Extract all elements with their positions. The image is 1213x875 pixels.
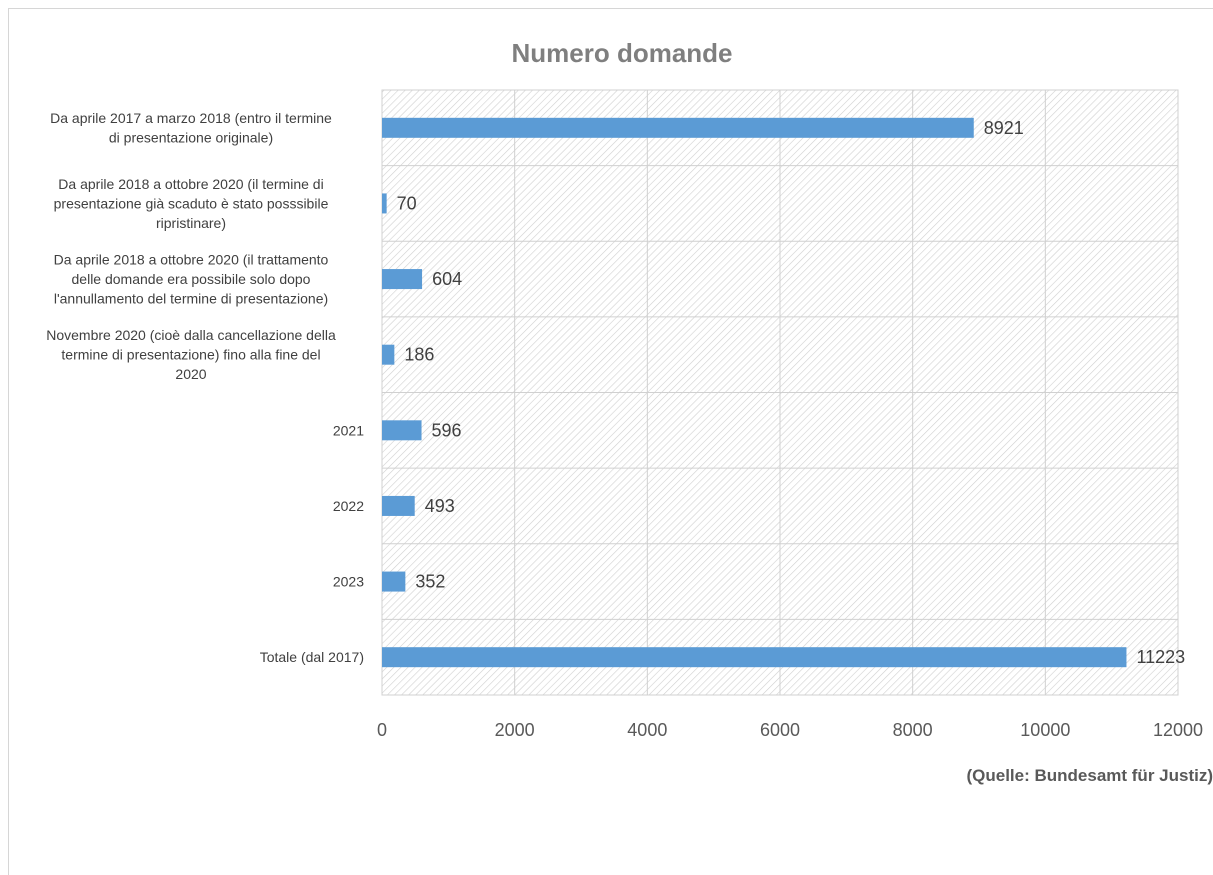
category-label: 2022 — [333, 498, 364, 514]
category-label-line: delle domande era possibile solo dopo — [72, 271, 311, 287]
bar — [382, 420, 422, 440]
x-tick-label: 6000 — [760, 720, 800, 740]
data-label: 186 — [404, 345, 434, 365]
x-tick-label: 8000 — [893, 720, 933, 740]
category-label-line: 2022 — [333, 498, 364, 514]
category-label: 2023 — [333, 574, 364, 590]
category-label-line: Novembre 2020 (cioè dalla cancellazione … — [46, 327, 336, 343]
bar — [382, 269, 422, 289]
data-label: 8921 — [984, 118, 1024, 138]
category-label-line: di presentazione originale) — [109, 130, 273, 146]
category-label: 2021 — [333, 422, 364, 438]
category-label-line: termine di presentazione) fino alla fine… — [61, 347, 320, 363]
category-labels: Da aprile 2017 a marzo 2018 (entro il te… — [46, 110, 364, 665]
data-label: 493 — [425, 496, 455, 516]
bar — [382, 345, 394, 365]
x-tick-label: 10000 — [1020, 720, 1070, 740]
category-label-line: Da aprile 2018 a ottobre 2020 (il termin… — [58, 176, 323, 192]
x-tick-label: 12000 — [1153, 720, 1203, 740]
category-label-line: presentazione già scaduto è stato posssi… — [54, 195, 329, 211]
bar — [382, 193, 387, 213]
x-tick-label: 0 — [377, 720, 387, 740]
x-axis-tick-labels: 0 2000 4000 6000 8000 10000 12000 — [377, 720, 1203, 740]
category-label: Da aprile 2018 a ottobre 2020 (il tratta… — [54, 252, 329, 307]
data-label: 11223 — [1136, 647, 1185, 667]
category-label: Totale (dal 2017) — [260, 649, 364, 665]
category-label-line: 2020 — [175, 366, 206, 382]
bar — [382, 572, 405, 592]
data-label: 70 — [397, 193, 417, 213]
category-label-line: 2023 — [333, 574, 364, 590]
x-tick-label: 2000 — [495, 720, 535, 740]
category-label-line: Totale (dal 2017) — [260, 649, 364, 665]
bar — [382, 647, 1126, 667]
bar — [382, 118, 974, 138]
category-label-line: ripristinare) — [156, 215, 226, 231]
category-label: Da aprile 2017 a marzo 2018 (entro il te… — [50, 110, 332, 146]
x-tick-label: 4000 — [627, 720, 667, 740]
source-note: (Quelle: Bundesamt für Justiz) — [966, 766, 1213, 785]
category-label-line: l'annullamento del termine di presentazi… — [54, 291, 328, 307]
category-label-line: Da aprile 2017 a marzo 2018 (entro il te… — [50, 110, 332, 126]
category-label-line: 2021 — [333, 422, 364, 438]
bar — [382, 496, 415, 516]
category-label: Da aprile 2018 a ottobre 2020 (il termin… — [54, 176, 329, 231]
data-label: 596 — [432, 420, 462, 440]
data-label: 604 — [432, 269, 462, 289]
category-label: Novembre 2020 (cioè dalla cancellazione … — [46, 327, 336, 382]
category-label-line: Da aprile 2018 a ottobre 2020 (il tratta… — [54, 252, 329, 268]
chart-title: Numero domande — [511, 38, 732, 68]
data-label: 352 — [415, 572, 445, 592]
